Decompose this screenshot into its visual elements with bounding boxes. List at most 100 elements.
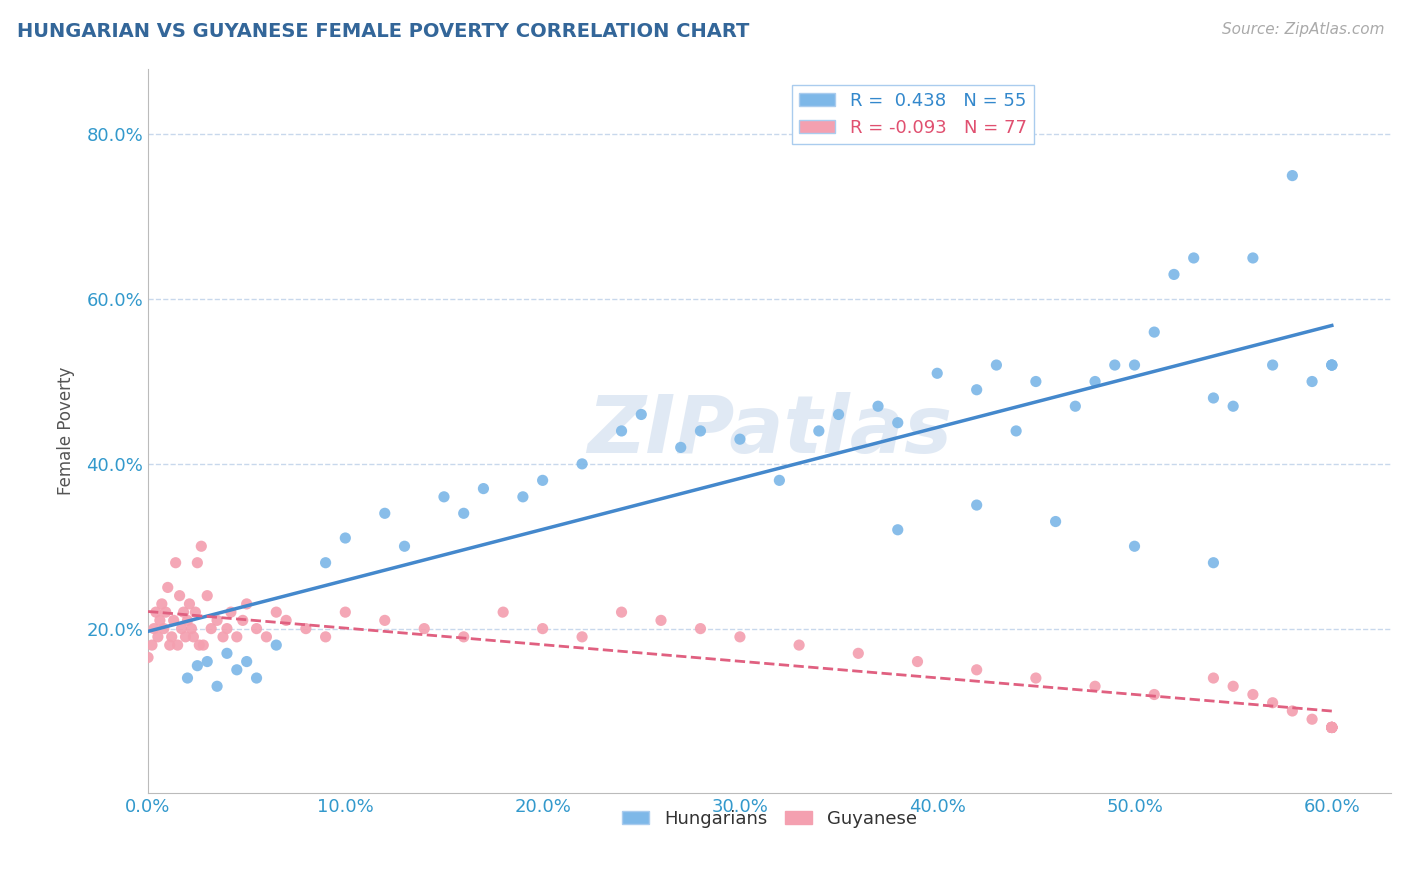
Point	[927, 366, 949, 380]
Point	[1320, 721, 1343, 735]
Point	[264, 605, 287, 619]
Point	[170, 622, 193, 636]
Point	[807, 424, 830, 438]
Legend: Hungarians, Guyanese: Hungarians, Guyanese	[614, 803, 924, 835]
Point	[610, 424, 633, 438]
Point	[1241, 688, 1264, 702]
Point	[669, 441, 692, 455]
Point	[610, 605, 633, 619]
Point	[225, 630, 247, 644]
Point	[571, 457, 593, 471]
Point	[156, 581, 179, 595]
Point	[1241, 251, 1264, 265]
Point	[205, 613, 228, 627]
Y-axis label: Female Poverty: Female Poverty	[58, 367, 75, 495]
Point	[315, 630, 337, 644]
Point	[335, 605, 357, 619]
Point	[1025, 671, 1047, 685]
Point	[179, 597, 201, 611]
Point	[413, 622, 436, 636]
Text: HUNGARIAN VS GUYANESE FEMALE POVERTY CORRELATION CHART: HUNGARIAN VS GUYANESE FEMALE POVERTY COR…	[17, 22, 749, 41]
Point	[1222, 679, 1244, 693]
Point	[295, 622, 318, 636]
Point	[1222, 399, 1244, 413]
Point	[195, 655, 218, 669]
Point	[907, 655, 929, 669]
Point	[176, 613, 198, 627]
Point	[1143, 325, 1166, 339]
Point	[193, 638, 215, 652]
Point	[1281, 704, 1303, 718]
Point	[232, 613, 254, 627]
Point	[188, 638, 211, 652]
Point	[1182, 251, 1205, 265]
Point	[1123, 358, 1146, 372]
Point	[145, 605, 167, 619]
Point	[374, 613, 396, 627]
Point	[492, 605, 515, 619]
Point	[966, 383, 988, 397]
Point	[374, 506, 396, 520]
Point	[453, 630, 475, 644]
Point	[986, 358, 1008, 372]
Point	[142, 622, 165, 636]
Point	[1084, 375, 1107, 389]
Point	[728, 630, 751, 644]
Point	[571, 630, 593, 644]
Point	[966, 663, 988, 677]
Point	[1084, 679, 1107, 693]
Point	[689, 622, 711, 636]
Point	[235, 597, 257, 611]
Point	[176, 671, 198, 685]
Point	[173, 605, 195, 619]
Point	[1281, 169, 1303, 183]
Point	[169, 589, 191, 603]
Point	[1261, 358, 1284, 372]
Point	[787, 638, 810, 652]
Point	[846, 646, 869, 660]
Point	[1320, 721, 1343, 735]
Point	[827, 408, 849, 422]
Point	[155, 605, 177, 619]
Point	[1320, 721, 1343, 735]
Point	[433, 490, 456, 504]
Point	[689, 424, 711, 438]
Point	[315, 556, 337, 570]
Point	[335, 531, 357, 545]
Point	[1064, 399, 1087, 413]
Point	[728, 432, 751, 446]
Point	[153, 622, 176, 636]
Point	[887, 523, 910, 537]
Point	[768, 474, 790, 488]
Point	[650, 613, 672, 627]
Point	[887, 416, 910, 430]
Point	[205, 679, 228, 693]
Point	[1261, 696, 1284, 710]
Point	[630, 408, 652, 422]
Point	[159, 638, 181, 652]
Point	[163, 613, 186, 627]
Point	[195, 589, 218, 603]
Point	[1202, 556, 1225, 570]
Point	[212, 630, 235, 644]
Point	[1320, 358, 1343, 372]
Point	[1320, 721, 1343, 735]
Point	[1301, 375, 1323, 389]
Point	[235, 655, 257, 669]
Point	[254, 630, 277, 644]
Point	[190, 539, 212, 553]
Point	[1025, 375, 1047, 389]
Point	[215, 646, 238, 660]
Point	[225, 663, 247, 677]
Point	[1320, 721, 1343, 735]
Text: Source: ZipAtlas.com: Source: ZipAtlas.com	[1222, 22, 1385, 37]
Point	[215, 622, 238, 636]
Point	[1005, 424, 1028, 438]
Point	[219, 605, 242, 619]
Text: ZIPatlas: ZIPatlas	[588, 392, 952, 470]
Point	[166, 638, 188, 652]
Point	[1301, 712, 1323, 726]
Point	[184, 605, 207, 619]
Point	[245, 622, 267, 636]
Point	[966, 498, 988, 512]
